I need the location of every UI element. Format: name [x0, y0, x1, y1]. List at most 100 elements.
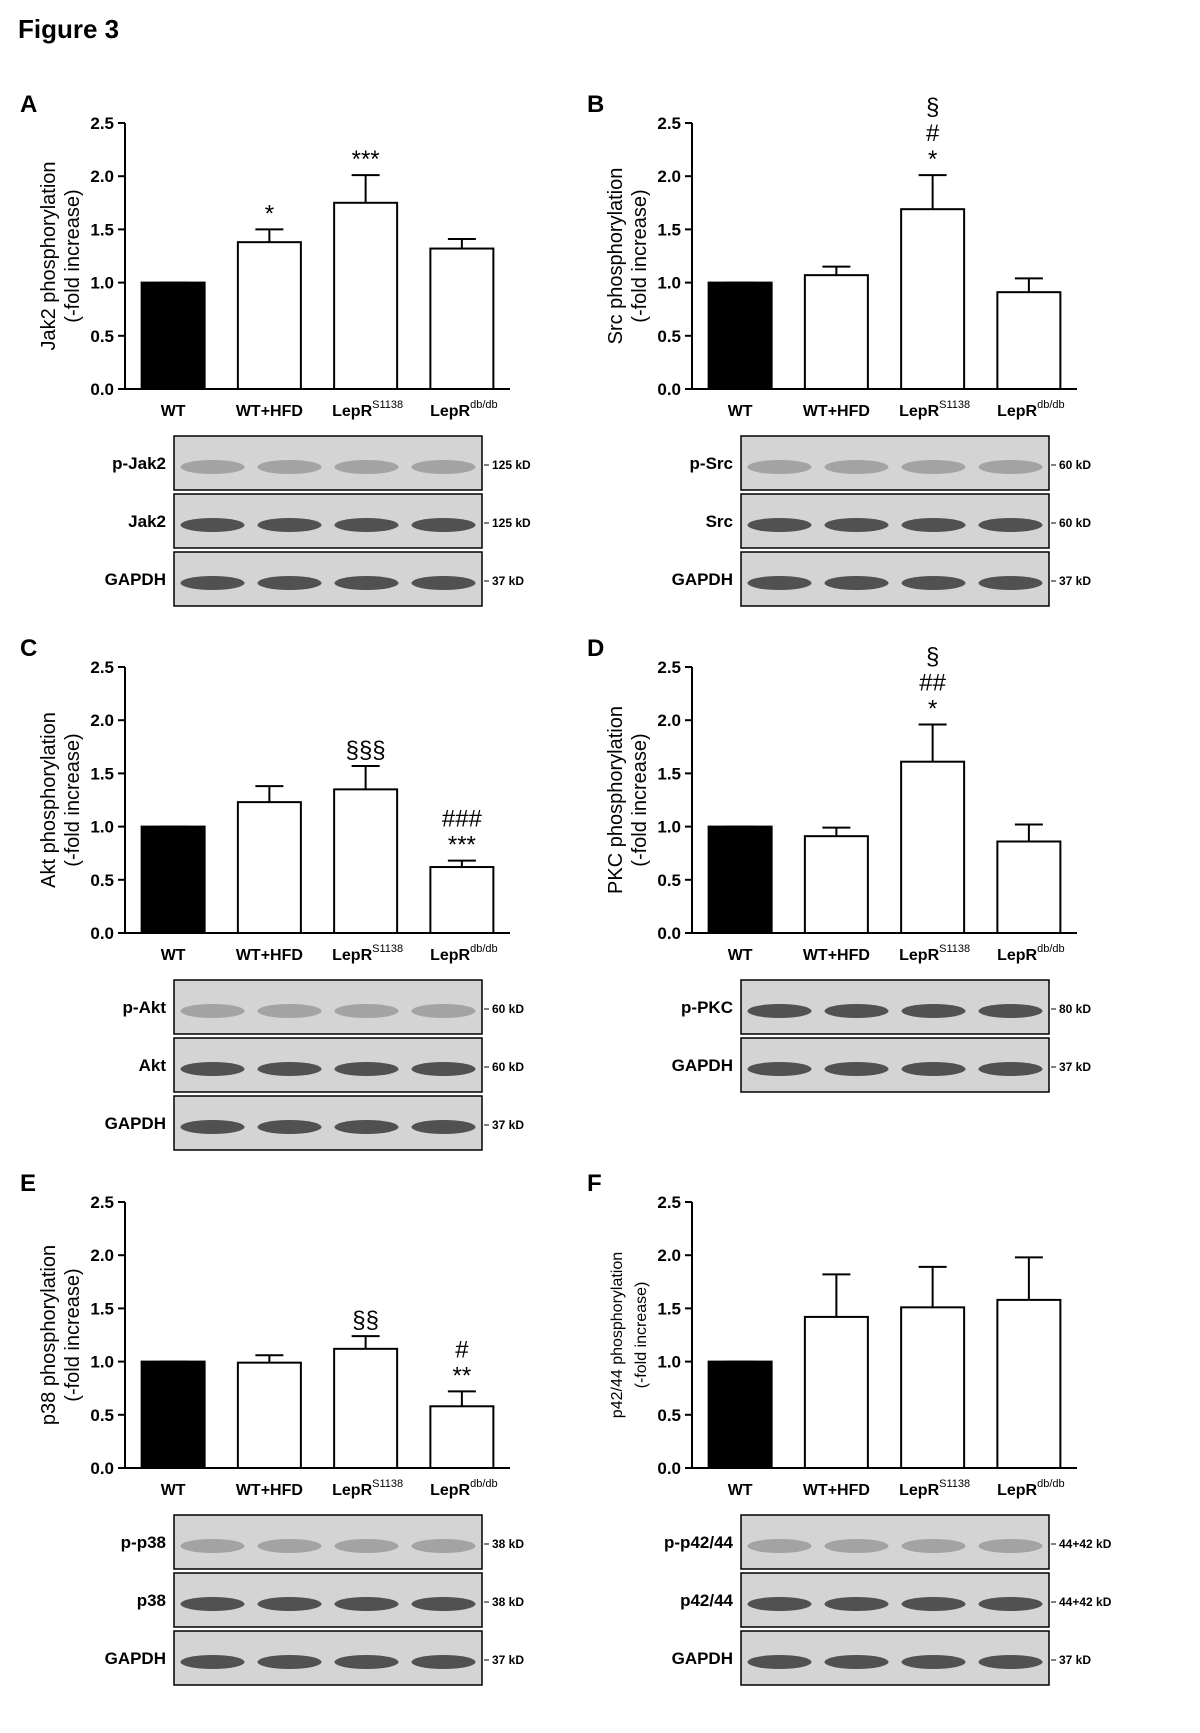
blot-size: 37 kD — [492, 1118, 524, 1132]
category-name: LepR — [899, 1482, 939, 1499]
y-tick-label: 2.5 — [657, 1193, 681, 1212]
bar — [236, 1361, 302, 1469]
blot-band — [180, 1539, 245, 1553]
category-superscript: db/db — [1037, 1478, 1065, 1490]
blot-band — [978, 518, 1043, 532]
blot-size: 44+42 kD — [1059, 1595, 1112, 1609]
blot-band — [901, 1004, 966, 1018]
y-axis-label: (-fold increase) — [633, 1282, 650, 1389]
blot-label: p-Jak2 — [112, 454, 166, 473]
panel-letter: B — [587, 91, 604, 118]
blot-band — [411, 576, 476, 590]
blot-size: 37 kD — [492, 574, 524, 588]
blot-label: GAPDH — [105, 1114, 166, 1133]
blot-size: 38 kD — [492, 1595, 524, 1609]
panel-letter: D — [587, 635, 604, 662]
blot-band — [824, 1597, 889, 1611]
significance-mark: * — [928, 146, 937, 173]
significance-mark: §§ — [352, 1307, 379, 1334]
category-name: LepR — [899, 403, 939, 420]
blot-band — [411, 1004, 476, 1018]
y-tick-label: 2.0 — [657, 167, 681, 186]
y-axis-label: PKC phosphorylation — [605, 706, 627, 894]
blot-band — [747, 1004, 812, 1018]
bar — [803, 835, 869, 935]
significance-mark: §§§ — [346, 737, 386, 764]
category-name: LepR — [332, 403, 372, 420]
blot-label: GAPDH — [672, 1649, 733, 1668]
blot-band — [747, 576, 812, 590]
bar — [236, 241, 302, 390]
blot-band — [411, 1655, 476, 1669]
category-name: WT — [161, 1482, 186, 1499]
blot-band — [978, 1597, 1043, 1611]
category-name: LepR — [430, 947, 470, 964]
panel-letter: F — [587, 1170, 602, 1197]
y-tick-label: 1.0 — [90, 818, 114, 837]
blot-size: 60 kD — [1059, 458, 1091, 472]
x-tick-label: LepRS1138 — [899, 399, 970, 420]
blot-label: GAPDH — [105, 1649, 166, 1668]
y-tick-label: 1.5 — [90, 764, 114, 783]
y-tick-label: 0.0 — [657, 1459, 681, 1478]
y-tick-label: 2.0 — [90, 1246, 114, 1265]
blot-label: p-p42/44 — [664, 1533, 734, 1552]
y-tick-label: 2.5 — [657, 114, 681, 133]
significance-mark: § — [926, 94, 939, 121]
y-tick-label: 2.5 — [90, 114, 114, 133]
bar — [140, 1360, 206, 1469]
blot-band — [180, 518, 245, 532]
blot-band — [824, 1655, 889, 1669]
blot-band — [257, 1004, 322, 1018]
x-tick-label: LepRS1138 — [332, 943, 403, 964]
blot-band — [747, 1655, 812, 1669]
blot-band — [747, 460, 812, 474]
y-axis-label: (-fold increase) — [62, 189, 84, 322]
blot-label: p-PKC — [681, 998, 733, 1017]
blot-band — [824, 1004, 889, 1018]
category-name: WT+HFD — [803, 947, 870, 964]
category-superscript: S1138 — [372, 943, 403, 955]
blot-band — [901, 518, 966, 532]
blot-band — [901, 1597, 966, 1611]
significance-mark: § — [926, 643, 939, 670]
blot-size: 125 kD — [492, 516, 531, 530]
significance-mark: *** — [352, 146, 380, 173]
blot-band — [180, 1597, 245, 1611]
blot-band — [747, 1062, 812, 1076]
blot-band — [978, 1655, 1043, 1669]
category-name: WT — [728, 1482, 753, 1499]
blot-size: 37 kD — [1059, 574, 1091, 588]
figure-title: Figure 3 — [18, 14, 119, 44]
x-tick-label: LepRdb/db — [997, 1478, 1065, 1499]
y-tick-label: 1.5 — [657, 764, 681, 783]
y-tick-label: 0.0 — [90, 924, 114, 943]
category-name: WT+HFD — [803, 1482, 870, 1499]
y-axis-label: (-fold increase) — [629, 189, 651, 322]
category-name: WT — [161, 403, 186, 420]
significance-mark: # — [926, 120, 940, 147]
category-name: WT+HFD — [236, 403, 303, 420]
y-tick-label: 1.0 — [657, 1353, 681, 1372]
category-name: LepR — [997, 947, 1037, 964]
category-superscript: S1138 — [372, 1478, 403, 1490]
category-name: LepR — [430, 403, 470, 420]
blot-label: GAPDH — [672, 570, 733, 589]
blot-band — [257, 518, 322, 532]
blot-band — [180, 1120, 245, 1134]
panel-letter: A — [20, 91, 37, 118]
blot-label: p-Src — [690, 454, 733, 473]
category-superscript: db/db — [1037, 943, 1065, 955]
bar — [236, 801, 302, 934]
blot-label: GAPDH — [105, 570, 166, 589]
blot-band — [334, 460, 399, 474]
x-tick-label: LepRdb/db — [997, 399, 1065, 420]
bar — [900, 760, 966, 934]
y-tick-label: 1.5 — [657, 1299, 681, 1318]
blot-band — [824, 518, 889, 532]
significance-mark: ## — [919, 669, 946, 696]
bar — [900, 1306, 966, 1470]
x-tick-label: WT+HFD — [803, 403, 870, 420]
bar — [429, 866, 495, 934]
